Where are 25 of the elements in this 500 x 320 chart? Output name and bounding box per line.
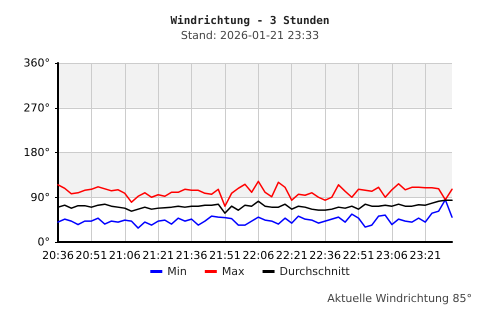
y-tick-label: 180° [24, 146, 50, 159]
y-tick-label: 0° [38, 236, 50, 248]
x-tick-label: 20:36 [42, 249, 74, 262]
chart-subtitle: Stand: 2026-01-21 23:33 [180, 29, 320, 42]
x-tick-label: 20:51 [76, 249, 108, 262]
y-tick-label: 360° [24, 56, 50, 70]
x-tick-label: 21:21 [142, 249, 174, 262]
legend-label: Durchschnitt [280, 265, 350, 278]
y-tick-label: 270° [24, 101, 50, 114]
y-tick-label: 90° [30, 190, 50, 204]
text: Aktuelle Windrichtung 85° [327, 292, 472, 305]
x-tick-label: 21:06 [108, 249, 141, 262]
legend-label: Min [167, 265, 187, 278]
x-tick-label: 22:06 [242, 249, 274, 262]
x-tick-label: 21:51 [209, 249, 241, 262]
x-tick-label: 23:21 [409, 249, 442, 262]
x-tick-label: 22:21 [276, 249, 308, 262]
chart-title: Windrichtung - 3 Stunden [170, 14, 330, 27]
legend-label: Max [222, 265, 246, 278]
line-series [57, 198, 453, 229]
x-tick-label: 23:06 [376, 249, 408, 262]
line-series [57, 180, 453, 207]
x-tick-label: 22:36 [309, 249, 341, 262]
x-tick-label: 21:36 [176, 249, 208, 262]
x-tick-label: 22:51 [342, 249, 374, 262]
